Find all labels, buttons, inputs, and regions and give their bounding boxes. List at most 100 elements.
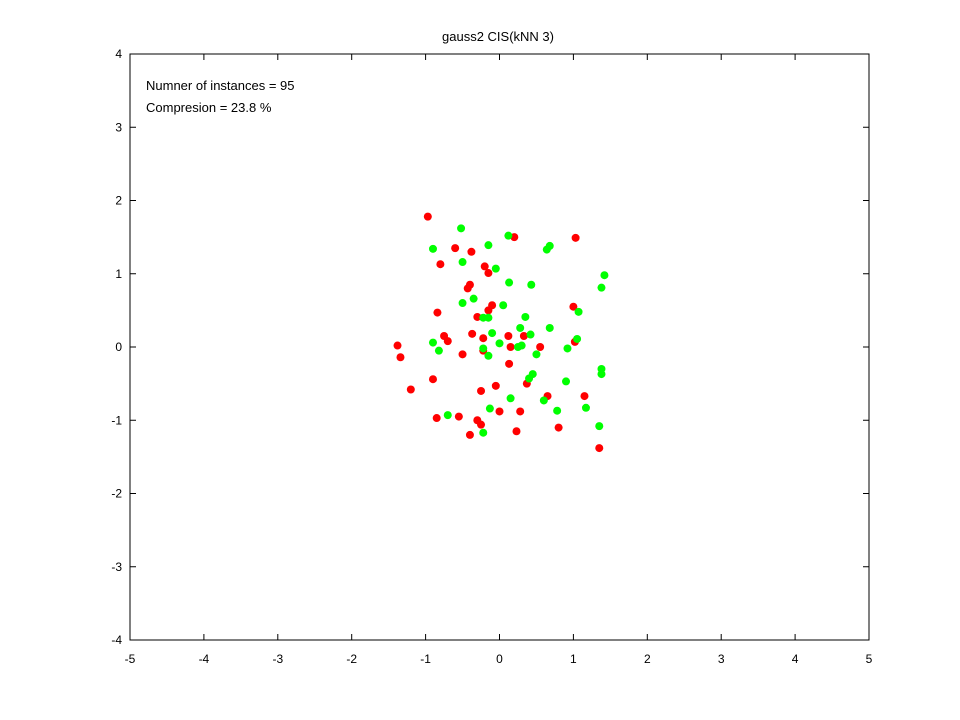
- data-point: [467, 247, 476, 256]
- data-point: [488, 329, 497, 338]
- instances-annotation: Numner of instances = 95: [146, 78, 295, 93]
- data-point: [525, 374, 534, 383]
- y-tick-label: 1: [115, 267, 122, 281]
- data-point: [484, 269, 493, 278]
- y-tick-label: 0: [115, 340, 122, 354]
- y-tick-label: -3: [111, 560, 122, 574]
- data-point: [484, 241, 493, 250]
- data-points: [393, 212, 609, 453]
- y-tick-label: 3: [115, 120, 122, 134]
- x-tick-label: 4: [792, 652, 799, 666]
- red-point-series: [393, 212, 604, 453]
- data-point: [477, 420, 486, 429]
- data-point: [571, 233, 580, 242]
- data-point: [469, 294, 478, 303]
- data-point: [513, 343, 522, 351]
- data-point: [505, 359, 514, 368]
- x-tick-label: -5: [125, 652, 136, 666]
- x-tick-label: 1: [570, 652, 577, 666]
- data-point: [499, 301, 508, 310]
- data-point: [563, 344, 572, 353]
- data-point: [454, 412, 463, 421]
- data-point: [473, 312, 482, 321]
- data-point: [506, 394, 515, 403]
- data-point: [504, 332, 513, 341]
- data-point: [506, 343, 515, 351]
- data-point: [512, 427, 521, 436]
- data-point: [484, 351, 493, 360]
- data-point: [595, 422, 604, 431]
- y-tick-label: -4: [111, 633, 122, 647]
- data-point: [597, 370, 606, 379]
- data-point: [451, 244, 460, 253]
- data-point: [406, 385, 415, 394]
- y-tick-label: -2: [111, 487, 122, 501]
- data-point: [542, 245, 551, 254]
- compression-annotation: Compresion = 23.8 %: [146, 100, 272, 115]
- data-point: [516, 323, 525, 332]
- data-point: [393, 341, 402, 350]
- x-axis-tick-labels: -5 -4 -3 -2 -1 0 1 2 3 4 5: [125, 652, 873, 666]
- data-point: [562, 377, 571, 386]
- data-point: [479, 334, 488, 343]
- data-point: [597, 283, 606, 292]
- data-point: [573, 334, 582, 343]
- x-tick-label: -2: [346, 652, 357, 666]
- data-point: [477, 386, 486, 395]
- data-point: [495, 407, 504, 416]
- data-point: [504, 231, 513, 240]
- data-point: [433, 308, 442, 317]
- data-point: [484, 313, 493, 322]
- data-point: [423, 212, 432, 221]
- data-point: [505, 278, 514, 287]
- data-point: [545, 323, 554, 332]
- data-point: [458, 350, 467, 359]
- data-point: [480, 262, 489, 271]
- data-point: [457, 224, 466, 233]
- y-axis-tick-labels: -4 -3 -2 -1 0 1 2 3 4: [111, 47, 122, 647]
- x-tick-label: -4: [199, 652, 210, 666]
- x-tick-label: -3: [272, 652, 283, 666]
- data-point: [396, 353, 405, 362]
- y-tick-label: -1: [111, 413, 122, 427]
- data-point: [554, 423, 563, 432]
- y-tick-label: 2: [115, 194, 122, 208]
- data-point: [428, 244, 437, 253]
- data-point: [479, 428, 488, 437]
- data-point: [491, 264, 500, 273]
- data-point: [553, 406, 562, 415]
- x-tick-label: 3: [718, 652, 725, 666]
- data-point: [484, 306, 493, 315]
- x-tick-label: -1: [420, 652, 431, 666]
- data-point: [479, 344, 488, 353]
- data-point: [485, 404, 494, 413]
- data-point: [491, 381, 500, 390]
- data-point: [495, 339, 504, 348]
- data-point: [526, 330, 535, 339]
- chart-title: gauss2 CIS(kNN 3): [442, 29, 554, 44]
- data-point: [428, 375, 437, 384]
- data-point: [581, 403, 590, 412]
- data-point: [539, 396, 548, 405]
- data-point: [463, 284, 472, 293]
- data-point: [519, 332, 528, 341]
- data-point: [465, 430, 474, 439]
- data-point: [443, 337, 452, 346]
- axis-ticks: [129, 53, 870, 641]
- data-point: [468, 329, 477, 338]
- x-tick-label: 0: [496, 652, 503, 666]
- data-point: [574, 307, 583, 316]
- data-point: [521, 312, 530, 321]
- data-point: [595, 444, 604, 453]
- data-point: [443, 411, 452, 420]
- data-point: [580, 392, 589, 401]
- data-point: [434, 346, 443, 355]
- x-tick-label: 5: [866, 652, 873, 666]
- data-point: [516, 407, 525, 416]
- data-point: [458, 299, 467, 308]
- data-point: [428, 338, 437, 347]
- data-point: [536, 343, 545, 351]
- data-point: [458, 258, 467, 267]
- data-point: [527, 280, 536, 289]
